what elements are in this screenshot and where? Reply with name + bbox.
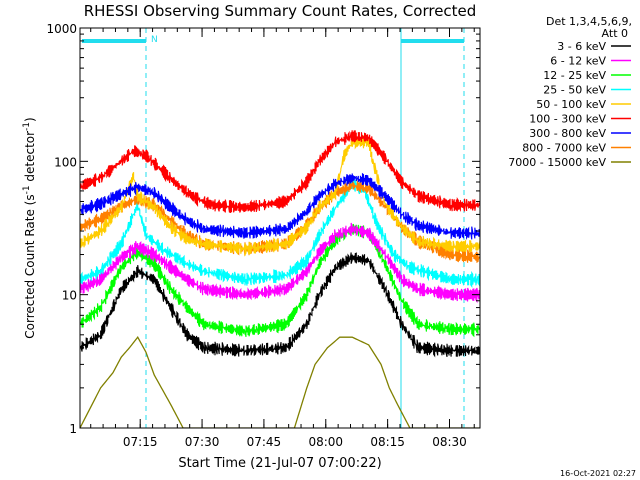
y-tick-label: 10 (62, 289, 77, 303)
y-axis-label-main: Corrected Count Rate (s (23, 194, 37, 338)
y-tick-label: 100 (54, 155, 77, 169)
y-axis-label-end: ) (23, 117, 37, 122)
flag-label: N (151, 35, 158, 45)
legend-header-line1: Det 1,3,4,5,6,9, (546, 15, 632, 28)
series-line-3-6-kev (80, 252, 480, 358)
x-tick-label: 07:15 (123, 435, 158, 449)
x-tick-label: 08:30 (432, 435, 467, 449)
legend-label: 800 - 7000 keV (522, 142, 606, 155)
flag-bar-right (401, 39, 464, 43)
legend-label: 25 - 50 keV (543, 84, 606, 97)
x-axis: 07:15 07:30 07:45 08:00 08:15 08:30 (90, 28, 475, 449)
y-axis-label-sup2: -1 (22, 122, 32, 131)
flag-bar-left (82, 39, 146, 43)
y-axis-label-mid: detector (23, 131, 37, 186)
legend-label: 6 - 12 keV (550, 55, 606, 68)
x-tick-label: 07:45 (247, 435, 282, 449)
series-line-100-300-kev (80, 130, 480, 213)
series-line-7000-15000-kev (80, 335, 480, 428)
x-axis-label: Start Time (21-Jul-07 07:00:22) (178, 456, 381, 471)
plot-area: N (80, 28, 480, 428)
series-line-6-12-kev (80, 222, 480, 304)
legend-label: 3 - 6 keV (557, 40, 606, 53)
legend-label: 100 - 300 keV (529, 113, 606, 126)
legend-label: 50 - 100 keV (536, 98, 606, 111)
legend-label: 12 - 25 keV (543, 69, 606, 82)
y-axis-label: Corrected Count Rate (s-1 detector-1) (22, 117, 37, 338)
y-tick-label: 1000 (46, 22, 77, 36)
series-line-25-50-kev (80, 178, 480, 288)
legend-label: 7000 - 15000 keV (508, 156, 606, 169)
plot-frame (79, 27, 481, 429)
y-axis-label-sup1: -1 (22, 185, 32, 194)
legend-label: 300 - 800 keV (529, 127, 606, 140)
x-tick-label: 08:15 (370, 435, 405, 449)
y-tick-label: 1 (69, 422, 77, 436)
x-tick-label: 08:00 (308, 435, 343, 449)
chart-title: RHESSI Observing Summary Count Rates, Co… (84, 2, 477, 20)
legend-header-line2: Att 0 (602, 27, 628, 40)
series-line-50-100-kev (80, 135, 480, 257)
y-axis: 1 10 100 1000 (46, 22, 480, 436)
timestamp-label: 16-Oct-2021 02:27 (560, 469, 636, 478)
legend: Det 1,3,4,5,6,9, Att 0 3 - 6 keV 6 - 12 k… (508, 15, 632, 169)
x-tick-label: 07:30 (185, 435, 220, 449)
series-line-12-25-kev (80, 223, 480, 338)
series-line-300-800-kev (80, 172, 480, 241)
